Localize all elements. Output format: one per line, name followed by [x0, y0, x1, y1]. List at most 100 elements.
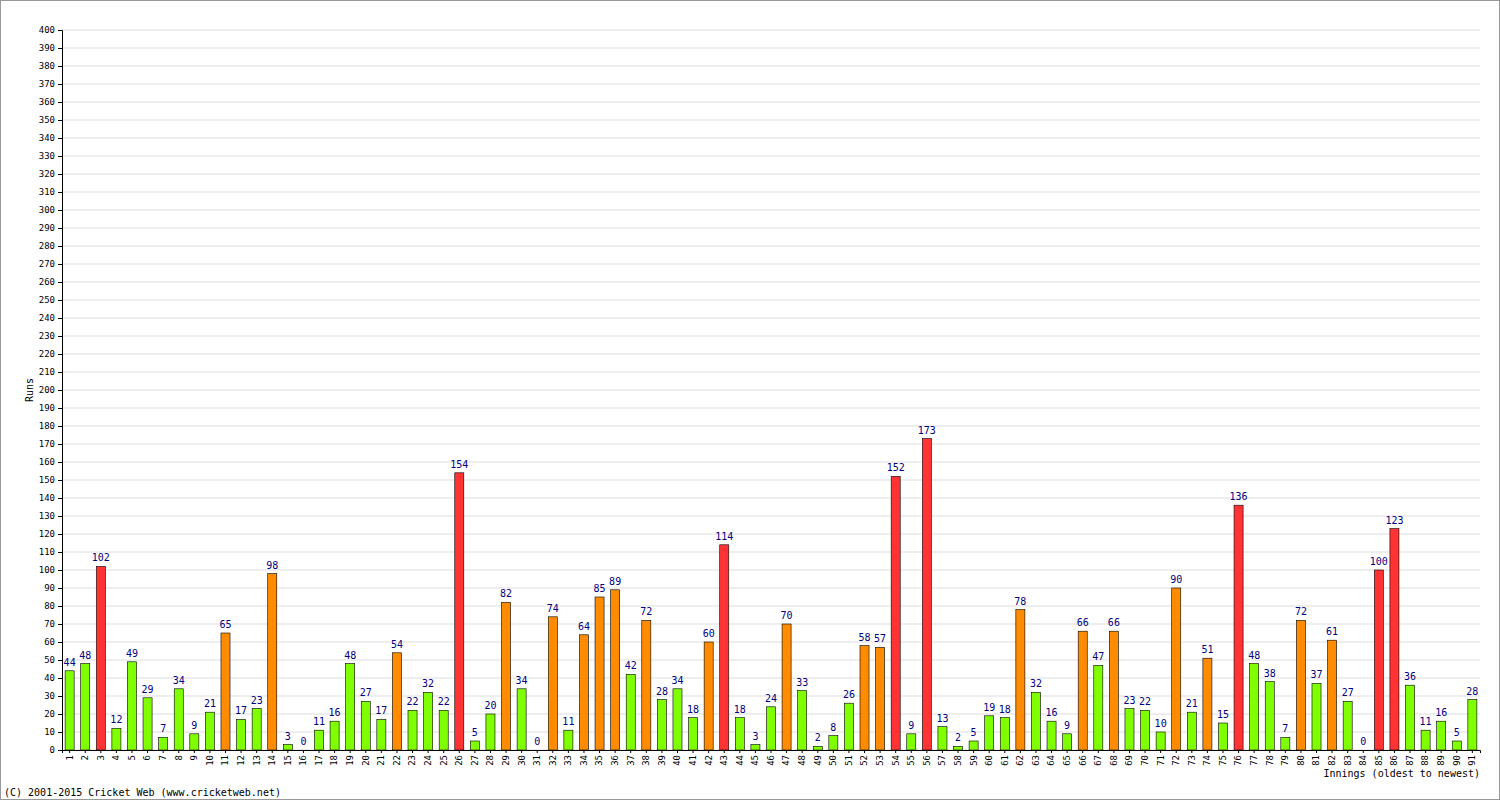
y-tick-mark [58, 714, 62, 715]
data-label: 154 [450, 459, 468, 470]
x-tick-mark [1207, 750, 1208, 753]
data-label: 18 [734, 704, 746, 715]
y-tick-label: 280 [39, 241, 55, 251]
x-tick-mark [100, 750, 101, 753]
bar [361, 701, 370, 750]
y-tick: 60 [44, 637, 62, 647]
bar [1203, 658, 1212, 750]
data-label: 5 [971, 727, 977, 738]
data-label: 21 [204, 698, 216, 709]
x-tick-mark [973, 750, 974, 753]
data-label: 66 [1077, 617, 1089, 628]
x-tick: 52 [859, 750, 869, 766]
grid-line [62, 300, 1480, 301]
bar [1125, 709, 1134, 750]
data-label: 9 [191, 720, 197, 731]
x-tick-mark [1129, 750, 1130, 753]
x-tick: 18 [329, 750, 339, 766]
y-tick: 360 [39, 97, 62, 107]
y-tick-mark [58, 678, 62, 679]
data-label: 3 [285, 731, 291, 742]
x-tick-mark [583, 750, 584, 753]
bar [252, 709, 261, 750]
x-tick: 25 [439, 750, 449, 766]
data-label: 11 [1420, 716, 1432, 727]
x-tick: 13 [252, 750, 262, 766]
data-label: 89 [609, 576, 621, 587]
y-tick-mark [58, 750, 62, 751]
x-tick: 43 [719, 750, 729, 766]
x-tick-label: 48 [797, 755, 807, 766]
x-tick-label: 52 [859, 755, 869, 766]
x-tick: 19 [345, 750, 355, 766]
x-tick: 45 [750, 750, 760, 766]
y-tick: 330 [39, 151, 62, 161]
x-tick-mark [786, 750, 787, 753]
x-tick-label: 44 [735, 755, 745, 766]
y-tick-label: 50 [44, 655, 55, 665]
data-label: 27 [360, 687, 372, 698]
x-tick-mark [942, 750, 943, 753]
y-tick: 240 [39, 313, 62, 323]
data-label: 7 [1282, 723, 1288, 734]
y-tick-mark [58, 570, 62, 571]
x-tick: 65 [1062, 750, 1072, 766]
bar [751, 745, 760, 750]
data-label: 0 [300, 736, 306, 747]
data-label: 90 [1170, 574, 1182, 585]
x-tick: 54 [891, 750, 901, 766]
bar [377, 719, 386, 750]
x-tick-label: 58 [953, 755, 963, 766]
y-tick-label: 360 [39, 97, 55, 107]
bar [1063, 734, 1072, 750]
y-tick: 200 [39, 385, 62, 395]
data-label: 9 [908, 720, 914, 731]
x-tick: 33 [563, 750, 573, 766]
x-tick: 15 [283, 750, 293, 766]
data-label: 58 [858, 632, 870, 643]
data-label: 78 [1014, 596, 1026, 607]
data-label: 24 [765, 693, 777, 704]
y-tick: 310 [39, 187, 62, 197]
x-tick-mark [116, 750, 117, 753]
y-tick-label: 230 [39, 331, 55, 341]
x-tick: 49 [813, 750, 823, 766]
x-tick-label: 49 [813, 755, 823, 766]
x-tick-mark [802, 750, 803, 753]
x-tick: 57 [937, 750, 947, 766]
y-tick-mark [58, 642, 62, 643]
x-tick-label: 61 [1000, 755, 1010, 766]
data-label: 44 [64, 657, 76, 668]
plot: 4448102124929734921651723983011164827175… [39, 25, 1481, 765]
bar [1187, 712, 1196, 750]
bar [143, 698, 152, 750]
x-tick: 88 [1420, 750, 1430, 766]
data-label: 49 [126, 648, 138, 659]
x-tick-label: 12 [236, 755, 246, 766]
x-tick-label: 54 [891, 755, 901, 766]
data-label: 2 [815, 732, 821, 743]
y-tick: 350 [39, 115, 62, 125]
bar [190, 734, 199, 750]
bar [424, 692, 433, 750]
data-label: 102 [92, 552, 110, 563]
y-tick-mark [58, 138, 62, 139]
y-tick: 160 [39, 457, 62, 467]
data-label: 66 [1108, 617, 1120, 628]
bar [689, 718, 698, 750]
x-tick-mark [381, 750, 382, 753]
y-tick: 130 [39, 511, 62, 521]
data-label: 11 [562, 716, 574, 727]
x-tick-mark [911, 750, 912, 753]
x-tick: 4 [111, 750, 121, 760]
x-tick-label: 47 [781, 755, 791, 766]
x-tick: 90 [1452, 750, 1462, 766]
x-tick-label: 43 [719, 755, 729, 766]
bar [1343, 701, 1352, 750]
data-label: 17 [375, 705, 387, 716]
x-tick-label: 68 [1109, 755, 1119, 766]
y-tick-label: 370 [39, 79, 55, 89]
x-tick-label: 9 [189, 755, 199, 760]
x-tick-label: 81 [1311, 755, 1321, 766]
bar [486, 714, 495, 750]
